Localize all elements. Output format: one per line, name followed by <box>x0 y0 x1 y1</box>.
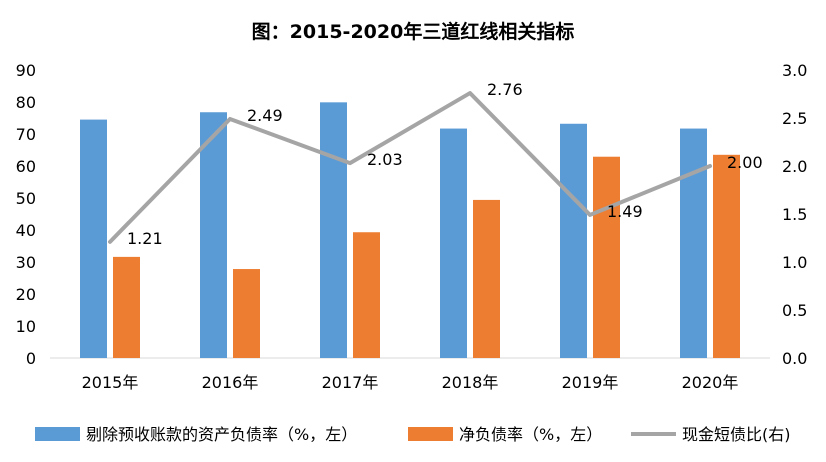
bar <box>560 123 587 358</box>
bar <box>233 269 260 358</box>
bar <box>440 128 467 358</box>
line-data-label: 2.76 <box>487 80 523 99</box>
left-tick-label: 30 <box>16 253 36 272</box>
bar <box>80 119 107 358</box>
left-tick-label: 80 <box>16 93 36 112</box>
legend: 剔除预收账款的资产负债率（%，左） 净负债率（%，左） 现金短债比(右) <box>35 425 791 444</box>
x-axis: 2015年 2016年 2017年 2018年 2019年 2020年 <box>50 357 770 392</box>
legend-label: 净负债率（%，左） <box>459 425 602 444</box>
bar <box>680 128 707 358</box>
left-tick-label: 60 <box>16 157 36 176</box>
line-data-label: 1.21 <box>127 229 163 248</box>
bar-series <box>80 102 740 359</box>
bar <box>353 232 380 358</box>
left-tick-label: 0 <box>26 349 36 368</box>
right-tick-label: 1.5 <box>782 205 807 224</box>
bar <box>713 154 740 358</box>
left-tick-label: 10 <box>16 317 36 336</box>
right-tick-label: 3.0 <box>782 61 807 80</box>
line-series: 1.21 2.49 2.03 2.76 1.49 2.00 <box>108 80 763 248</box>
line-data-label: 2.49 <box>247 106 283 125</box>
x-tick-label: 2019年 <box>562 373 619 392</box>
bar <box>593 156 620 358</box>
right-tick-label: 0.5 <box>782 301 807 320</box>
x-tick-label: 2017年 <box>322 373 379 392</box>
bar <box>320 102 347 358</box>
right-tick-label: 2.0 <box>782 157 807 176</box>
legend-swatch <box>408 427 453 441</box>
line-data-label: 2.03 <box>367 150 403 169</box>
right-axis: 0.0 0.5 1.0 1.5 2.0 2.5 3.0 <box>782 61 807 368</box>
left-tick-label: 20 <box>16 285 36 304</box>
bar <box>473 199 500 358</box>
x-tick-label: 2020年 <box>682 373 739 392</box>
left-tick-label: 90 <box>16 61 36 80</box>
bar <box>200 112 227 359</box>
legend-label: 现金短债比(右) <box>682 425 791 444</box>
left-tick-label: 50 <box>16 189 36 208</box>
x-tick-label: 2016年 <box>202 373 259 392</box>
legend-label: 剔除预收账款的资产负债率（%，左） <box>86 425 357 444</box>
line-series-path <box>108 91 712 244</box>
bar <box>113 256 140 358</box>
right-tick-label: 2.5 <box>782 109 807 128</box>
chart-title: 图：2015-2020年三道红线相关指标 <box>252 20 575 43</box>
left-tick-label: 70 <box>16 125 36 144</box>
line-data-label: 2.00 <box>727 153 763 172</box>
left-tick-label: 40 <box>16 221 36 240</box>
x-tick-label: 2018年 <box>442 373 499 392</box>
line-data-label: 1.49 <box>607 202 643 221</box>
right-tick-label: 1.0 <box>782 253 807 272</box>
x-tick-label: 2015年 <box>82 373 139 392</box>
left-axis: 0 10 20 30 40 50 60 70 80 90 <box>16 61 36 368</box>
legend-swatch <box>35 427 80 441</box>
right-tick-label: 0.0 <box>782 349 807 368</box>
